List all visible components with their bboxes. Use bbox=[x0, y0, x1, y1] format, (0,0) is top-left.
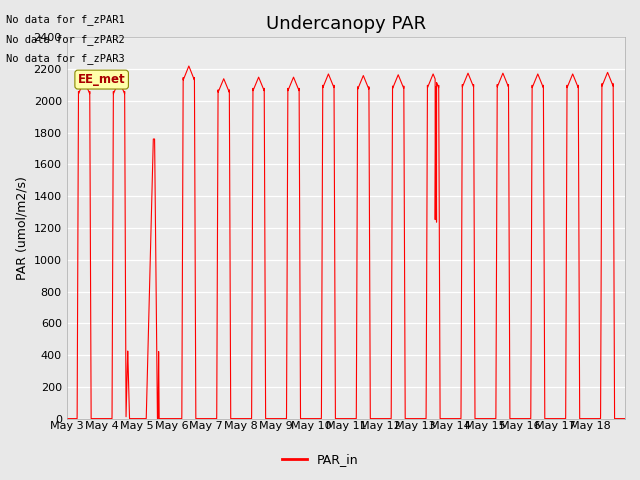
Title: Undercanopy PAR: Undercanopy PAR bbox=[266, 15, 426, 33]
Text: No data for f_zPAR2: No data for f_zPAR2 bbox=[6, 34, 125, 45]
Y-axis label: PAR (umol/m2/s): PAR (umol/m2/s) bbox=[15, 176, 28, 280]
Legend: PAR_in: PAR_in bbox=[276, 448, 364, 471]
Text: EE_met: EE_met bbox=[78, 73, 125, 86]
Text: No data for f_zPAR3: No data for f_zPAR3 bbox=[6, 53, 125, 64]
Text: No data for f_zPAR1: No data for f_zPAR1 bbox=[6, 14, 125, 25]
